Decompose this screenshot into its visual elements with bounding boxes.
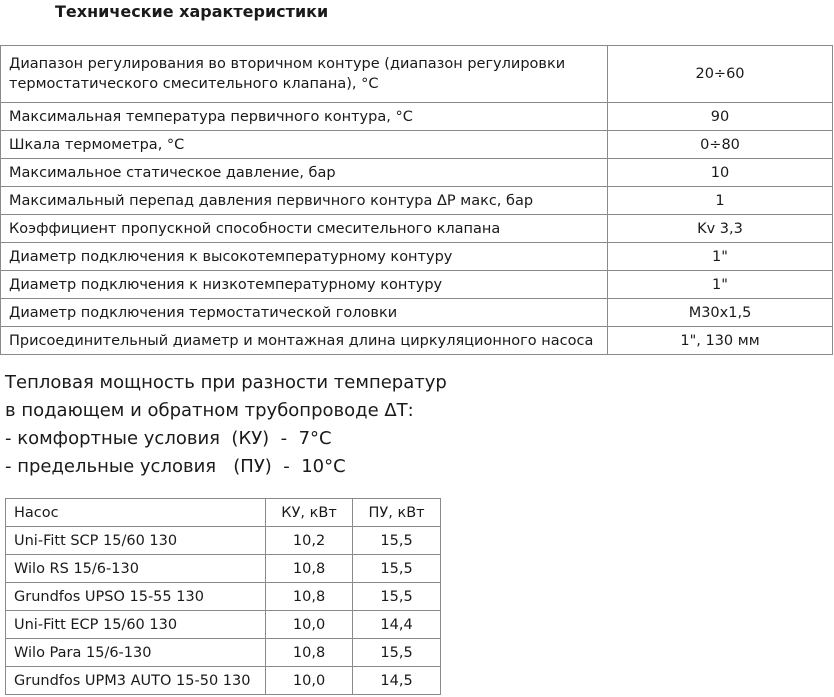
pump-cell: Uni-Fitt SCP 15/60 130 <box>5 526 266 555</box>
pump-table: Насос КУ, кВт ПУ, кВт Uni-Fitt SCP 15/60 13… <box>5 498 441 695</box>
spec-row: Коэффициент пропускной способности смеси… <box>0 214 833 243</box>
pump-cell: 14,4 <box>352 610 441 639</box>
title: Технические характеристики <box>55 2 329 21</box>
spec-table: Диапазон регулирования во вторичном конт… <box>0 45 833 355</box>
pump-cell: 15,5 <box>352 526 441 555</box>
pump-cell: Grundfos UPSO 15-55 130 <box>5 582 266 611</box>
pump-row: Grundfos UPM3 AUTO 15-50 130 10,0 14,5 <box>5 666 441 695</box>
spec-value: 1 <box>607 186 833 215</box>
spec-value: 10 <box>607 158 833 187</box>
pump-cell: 10,8 <box>264 554 354 583</box>
pump-cell: 10,8 <box>264 582 354 611</box>
spec-label: Максимальный перепад давления первичного… <box>0 186 608 215</box>
spec-label: Максимальная температура первичного конт… <box>0 102 608 131</box>
pump-cell: Wilo Para 15/6-130 <box>5 638 266 667</box>
spec-label: Диаметр подключения термостатической гол… <box>0 298 608 327</box>
spec-value: 90 <box>607 102 833 131</box>
spec-value: 1" <box>607 270 833 299</box>
spec-row: Диапазон регулирования во вторичном конт… <box>0 45 833 103</box>
note-line: - предельные условия (ПУ) - 10°С <box>5 456 346 477</box>
spec-value: 20÷60 <box>607 45 833 103</box>
spec-label: Диапазон регулирования во вторичном конт… <box>0 45 608 103</box>
spec-label: Диаметр подключения к низкотемпературном… <box>0 270 608 299</box>
spec-row: Максимальный перепад давления первичного… <box>0 186 833 215</box>
header-cell: Насос <box>5 498 266 527</box>
notes: Тепловая мощность при разности температу… <box>5 369 447 481</box>
pump-cell: 10,0 <box>264 666 354 695</box>
spec-row: Присоединительный диаметр и монтажная дл… <box>0 326 833 355</box>
pump-cell: 14,5 <box>352 666 441 695</box>
spec-value: 0÷80 <box>607 130 833 159</box>
pump-cell: 15,5 <box>352 554 441 583</box>
header-cell: ПУ, кВт <box>352 498 441 527</box>
note-line: Тепловая мощность при разности температу… <box>5 372 447 393</box>
spec-value: Kv 3,3 <box>607 214 833 243</box>
spec-row: Диаметр подключения к высокотемпературно… <box>0 242 833 271</box>
note-line: - комфортные условия (КУ) - 7°С <box>5 428 332 449</box>
spec-row: Максимальная температура первичного конт… <box>0 102 833 131</box>
header-cell: КУ, кВт <box>264 498 354 527</box>
spec-row: Диаметр подключения термостатической гол… <box>0 298 833 327</box>
pump-cell: Wilo RS 15/6-130 <box>5 554 266 583</box>
header-row: Насос КУ, кВт ПУ, кВт <box>5 498 441 527</box>
pump-cell: 15,5 <box>352 638 441 667</box>
spec-label: Присоединительный диаметр и монтажная дл… <box>0 326 608 355</box>
pump-row: Wilo Para 15/6-130 10,8 15,5 <box>5 638 441 667</box>
spec-label: Шкала термометра, °С <box>0 130 608 159</box>
spec-value: M30x1,5 <box>607 298 833 327</box>
pump-row: Uni-Fitt ECP 15/60 130 10,0 14,4 <box>5 610 441 639</box>
pump-cell: Uni-Fitt ECP 15/60 130 <box>5 610 266 639</box>
spec-value: 1" <box>607 242 833 271</box>
spec-row: Диаметр подключения к низкотемпературном… <box>0 270 833 299</box>
spec-value: 1", 130 мм <box>607 326 833 355</box>
spec-label: Максимальное статическое давление, бар <box>0 158 608 187</box>
pump-cell: 10,8 <box>264 638 354 667</box>
spec-label: Коэффициент пропускной способности смеси… <box>0 214 608 243</box>
pump-row: Uni-Fitt SCP 15/60 130 10,2 15,5 <box>5 526 441 555</box>
note-line: в подающем и обратном трубопроводе ΔТ: <box>5 400 414 421</box>
spec-row: Максимальное статическое давление, бар 10 <box>0 158 833 187</box>
pump-cell: 10,2 <box>264 526 354 555</box>
pump-row: Grundfos UPSO 15-55 130 10,8 15,5 <box>5 582 441 611</box>
spec-label: Диаметр подключения к высокотемпературно… <box>0 242 608 271</box>
pump-row: Wilo RS 15/6-130 10,8 15,5 <box>5 554 441 583</box>
pump-cell: 15,5 <box>352 582 441 611</box>
spec-row: Шкала термометра, °С 0÷80 <box>0 130 833 159</box>
pump-cell: Grundfos UPM3 AUTO 15-50 130 <box>5 666 266 695</box>
pump-cell: 10,0 <box>264 610 354 639</box>
